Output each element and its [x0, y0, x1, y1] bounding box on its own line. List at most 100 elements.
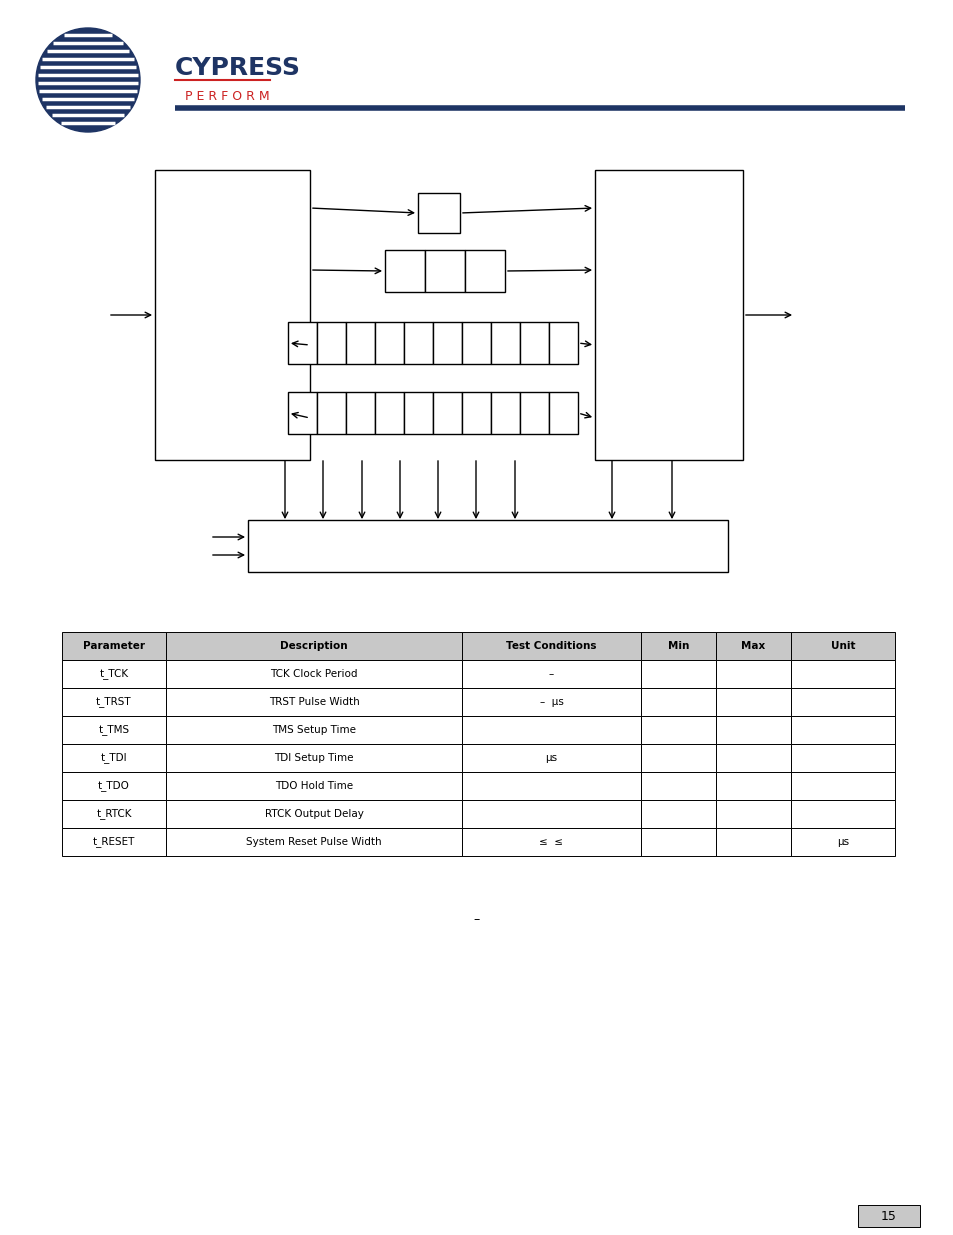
Bar [403, 322, 433, 364]
Bar [519, 322, 548, 364]
Text: TRST Pulse Width: TRST Pulse Width [269, 697, 359, 706]
Text: Max: Max [740, 641, 765, 651]
Text: t_RESET: t_RESET [92, 836, 135, 847]
Bar [424, 249, 464, 291]
Text: Min: Min [667, 641, 688, 651]
Bar [403, 391, 433, 433]
Bar [790, 716, 894, 743]
Text: Unit: Unit [830, 641, 854, 651]
Bar [548, 391, 578, 433]
Bar [154, 170, 310, 459]
Text: –: – [474, 914, 479, 926]
Bar [375, 322, 403, 364]
Text: t_RTCK: t_RTCK [96, 809, 132, 820]
Text: Parameter: Parameter [83, 641, 145, 651]
Text: μs: μs [836, 837, 848, 847]
Bar [548, 322, 578, 364]
Bar [640, 800, 716, 827]
Bar [62, 743, 166, 772]
Text: TDI Setup Time: TDI Setup Time [274, 753, 354, 763]
Bar [375, 391, 403, 433]
Bar [790, 772, 894, 800]
Bar [640, 827, 716, 856]
Bar [288, 391, 316, 433]
Bar [640, 772, 716, 800]
Bar [716, 772, 790, 800]
Bar [461, 772, 640, 800]
Bar [316, 391, 346, 433]
Bar [62, 632, 166, 659]
Bar [166, 716, 461, 743]
Bar [346, 391, 375, 433]
Bar [640, 743, 716, 772]
Text: t_TCK: t_TCK [99, 668, 129, 679]
Bar [464, 249, 504, 291]
Bar [166, 659, 461, 688]
Text: Test Conditions: Test Conditions [506, 641, 597, 651]
Bar [790, 743, 894, 772]
Bar [716, 688, 790, 716]
Ellipse shape [36, 28, 140, 132]
Bar [790, 632, 894, 659]
Bar [62, 688, 166, 716]
Bar [790, 800, 894, 827]
Bar [716, 659, 790, 688]
Bar [166, 800, 461, 827]
Text: t_TDI: t_TDI [101, 752, 127, 763]
Text: t_TRST: t_TRST [96, 697, 132, 708]
Text: –: – [548, 669, 554, 679]
Bar [491, 391, 519, 433]
Text: TMS Setup Time: TMS Setup Time [272, 725, 355, 735]
Bar [790, 688, 894, 716]
Text: P E R F O R M: P E R F O R M [185, 89, 270, 103]
Bar [385, 249, 424, 291]
Bar [461, 688, 640, 716]
Bar [62, 772, 166, 800]
Bar [461, 716, 640, 743]
Bar [433, 391, 461, 433]
Bar [62, 800, 166, 827]
Text: Description: Description [280, 641, 348, 651]
Bar [316, 322, 346, 364]
Bar [640, 716, 716, 743]
Bar [166, 772, 461, 800]
Bar [716, 800, 790, 827]
Bar [790, 827, 894, 856]
Bar [166, 688, 461, 716]
Bar [166, 743, 461, 772]
Bar [461, 827, 640, 856]
Bar [595, 170, 742, 459]
Bar [491, 322, 519, 364]
Bar [62, 659, 166, 688]
Bar [288, 322, 316, 364]
Bar [716, 827, 790, 856]
Bar [640, 632, 716, 659]
Bar [346, 322, 375, 364]
Bar [461, 659, 640, 688]
Bar [417, 193, 459, 233]
Bar [716, 743, 790, 772]
Text: t_TMS: t_TMS [98, 725, 130, 736]
Text: 15: 15 [881, 1209, 896, 1223]
Bar [790, 659, 894, 688]
Bar [166, 827, 461, 856]
Bar [716, 716, 790, 743]
Bar [640, 688, 716, 716]
Text: System Reset Pulse Width: System Reset Pulse Width [246, 837, 381, 847]
Bar [519, 391, 548, 433]
Bar [62, 716, 166, 743]
Bar [640, 659, 716, 688]
Text: TDO Hold Time: TDO Hold Time [274, 781, 353, 790]
Bar [62, 827, 166, 856]
Bar [166, 632, 461, 659]
Text: μs: μs [545, 753, 557, 763]
Bar [461, 391, 491, 433]
Text: CYPRESS: CYPRESS [174, 56, 301, 80]
Bar [716, 632, 790, 659]
Text: ≤  ≤: ≤ ≤ [539, 837, 563, 847]
Bar [461, 322, 491, 364]
Text: TCK Clock Period: TCK Clock Period [270, 669, 357, 679]
Bar [461, 632, 640, 659]
Bar [433, 322, 461, 364]
Text: t_TDO: t_TDO [98, 781, 130, 792]
